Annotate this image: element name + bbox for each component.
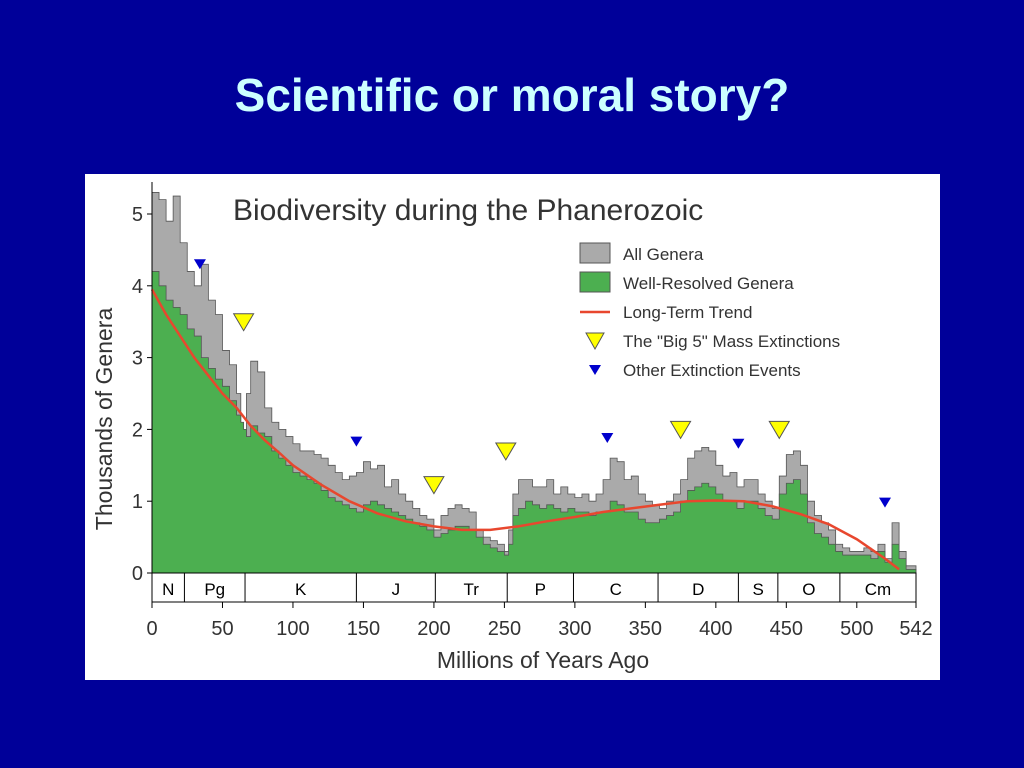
x-tick-label: 50 bbox=[211, 618, 233, 640]
legend-label-long-term-trend: Long-Term Trend bbox=[623, 303, 752, 322]
big5-extinction-marker bbox=[768, 420, 791, 440]
y-axis-label: Thousands of Genera bbox=[91, 308, 117, 531]
x-tick-label: 400 bbox=[699, 618, 732, 640]
x-tick-label: 0 bbox=[146, 618, 157, 640]
period-label-pg: Pg bbox=[204, 580, 225, 599]
period-label-j: J bbox=[392, 580, 401, 599]
other-extinction-marker bbox=[350, 436, 363, 447]
y-tick-label: 2 bbox=[132, 419, 143, 441]
period-bar: N Pg K J Tr P C D S O Cm bbox=[151, 572, 917, 603]
other-extinction-marker bbox=[601, 433, 614, 444]
y-tick-label: 3 bbox=[132, 348, 143, 370]
legend-label-other-extinction-events: Other Extinction Events bbox=[623, 361, 801, 380]
big5-extinction-marker bbox=[423, 476, 445, 495]
legend-label-well-resolved-genera: Well-Resolved Genera bbox=[623, 274, 794, 293]
x-tick-label: 100 bbox=[276, 618, 309, 640]
long-term-trend-line bbox=[150, 288, 900, 571]
y-tick-label: 0 bbox=[132, 563, 143, 585]
period-label-cm: Cm bbox=[865, 580, 891, 599]
period-label-k: K bbox=[295, 580, 307, 599]
period-label-d: D bbox=[692, 580, 704, 599]
x-axis-label: Millions of Years Ago bbox=[437, 647, 649, 673]
x-tick-label: 300 bbox=[558, 618, 591, 640]
period-label-o: O bbox=[802, 580, 815, 599]
y-tick-label: 5 bbox=[132, 204, 143, 226]
series-areas bbox=[150, 192, 917, 574]
period-bar-frame bbox=[151, 572, 917, 603]
extinction-markers bbox=[193, 259, 891, 508]
legend-swatch-well-resolved-genera bbox=[579, 271, 611, 293]
x-tick-label: 350 bbox=[629, 618, 662, 640]
legend-swatch-other-extinction-events bbox=[589, 365, 601, 375]
legend: All Genera Well-Resolved Genera Long-Term … bbox=[579, 242, 840, 380]
x-tick-label: 450 bbox=[770, 618, 803, 640]
y-tick-label: 4 bbox=[132, 276, 143, 298]
legend-label-the-big-5-mass-extinctions: The "Big 5" Mass Extinctions bbox=[623, 332, 840, 351]
period-label-p: P bbox=[535, 580, 546, 599]
x-tick-label: 500 bbox=[840, 618, 873, 640]
period-label-n: N bbox=[162, 580, 174, 599]
biodiversity-chart: Biodiversity during the Phanerozoic 0 1 2 3… bbox=[91, 182, 933, 673]
legend-swatch-the-big-5-mass-extinctions bbox=[585, 332, 605, 351]
y-tick-label: 1 bbox=[132, 491, 143, 513]
big5-extinction-marker bbox=[669, 420, 692, 440]
period-label-s: S bbox=[752, 580, 763, 599]
x-tick-label: 200 bbox=[417, 618, 450, 640]
big5-extinction-marker bbox=[494, 442, 517, 461]
chart-panel: Biodiversity during the Phanerozoic 0 1 2 3… bbox=[85, 174, 940, 680]
other-extinction-marker bbox=[878, 497, 891, 508]
period-label-tr: Tr bbox=[464, 580, 480, 599]
x-tick-label: 150 bbox=[347, 618, 380, 640]
x-tick-label: 542 bbox=[899, 618, 932, 640]
big5-extinction-marker bbox=[232, 313, 255, 332]
legend-swatch-all-genera bbox=[579, 242, 611, 264]
chart-title: Biodiversity during the Phanerozoic bbox=[233, 194, 703, 227]
other-extinction-marker bbox=[732, 438, 745, 449]
well-resolved-genera-area bbox=[151, 271, 917, 574]
slide-title: Scientific or moral story? bbox=[234, 69, 790, 121]
x-tick-label: 250 bbox=[488, 618, 521, 640]
legend-label-all-genera: All Genera bbox=[623, 245, 704, 264]
other-extinction-marker bbox=[193, 259, 206, 270]
period-label-c: C bbox=[610, 580, 622, 599]
all-genera-area bbox=[151, 192, 917, 574]
